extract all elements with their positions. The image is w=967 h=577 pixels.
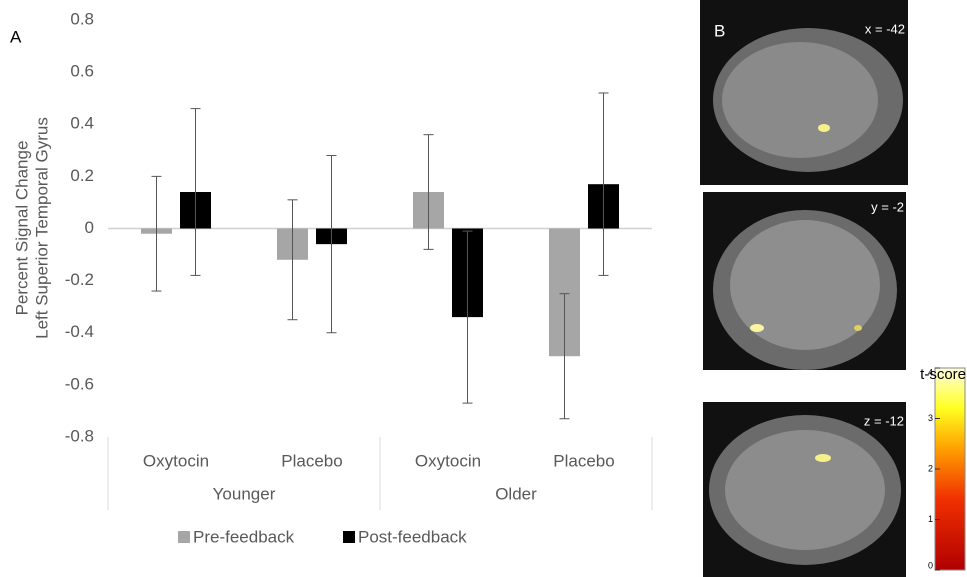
colorbar-tick-label: 4 <box>928 367 933 377</box>
x-tick-label: Placebo <box>281 451 342 470</box>
y-axis-label: Left Superior Temporal Gyrus <box>32 117 51 339</box>
colorbar-tick-label: 3 <box>928 413 933 423</box>
y-tick-label: -0.4 <box>65 322 94 341</box>
y-tick-label: -0.6 <box>65 374 94 393</box>
slice-label: y = -2 <box>871 199 904 214</box>
y-tick-label: 0 <box>85 218 94 237</box>
figure: A Percent Signal Change Left Superior Te… <box>0 0 967 577</box>
legend-label: Pre-feedback <box>193 527 295 546</box>
legend-label: Post-feedback <box>358 527 467 546</box>
colorbar-tick-label: 2 <box>928 463 933 473</box>
brain-images <box>700 0 965 577</box>
x-tick-label: Placebo <box>553 451 614 470</box>
y-tick-label: 0.2 <box>70 166 94 185</box>
x-tick-label: Oxytocin <box>143 451 209 470</box>
slice-label: x = -42 <box>865 21 905 36</box>
y-tick-label: 0.8 <box>70 9 94 28</box>
colorbar-tick-label: 1 <box>928 514 933 524</box>
slice-label: z = -12 <box>864 413 904 428</box>
y-tick-label: -0.8 <box>65 426 94 445</box>
panel-label: A <box>10 27 22 46</box>
legend-swatch <box>343 531 355 543</box>
y-tick-label: 0.6 <box>70 62 94 81</box>
y-tick-label: -0.2 <box>65 270 94 289</box>
colorbar-tick-label: 0 <box>928 560 933 570</box>
group-label: Older <box>495 484 537 503</box>
y-tick-label: 0.4 <box>70 114 94 133</box>
legend-swatch <box>178 531 190 543</box>
panel-label: B <box>714 21 725 40</box>
y-axis-label: Percent Signal Change <box>12 141 31 316</box>
x-tick-label: Oxytocin <box>415 451 481 470</box>
group-label: Younger <box>213 484 276 503</box>
